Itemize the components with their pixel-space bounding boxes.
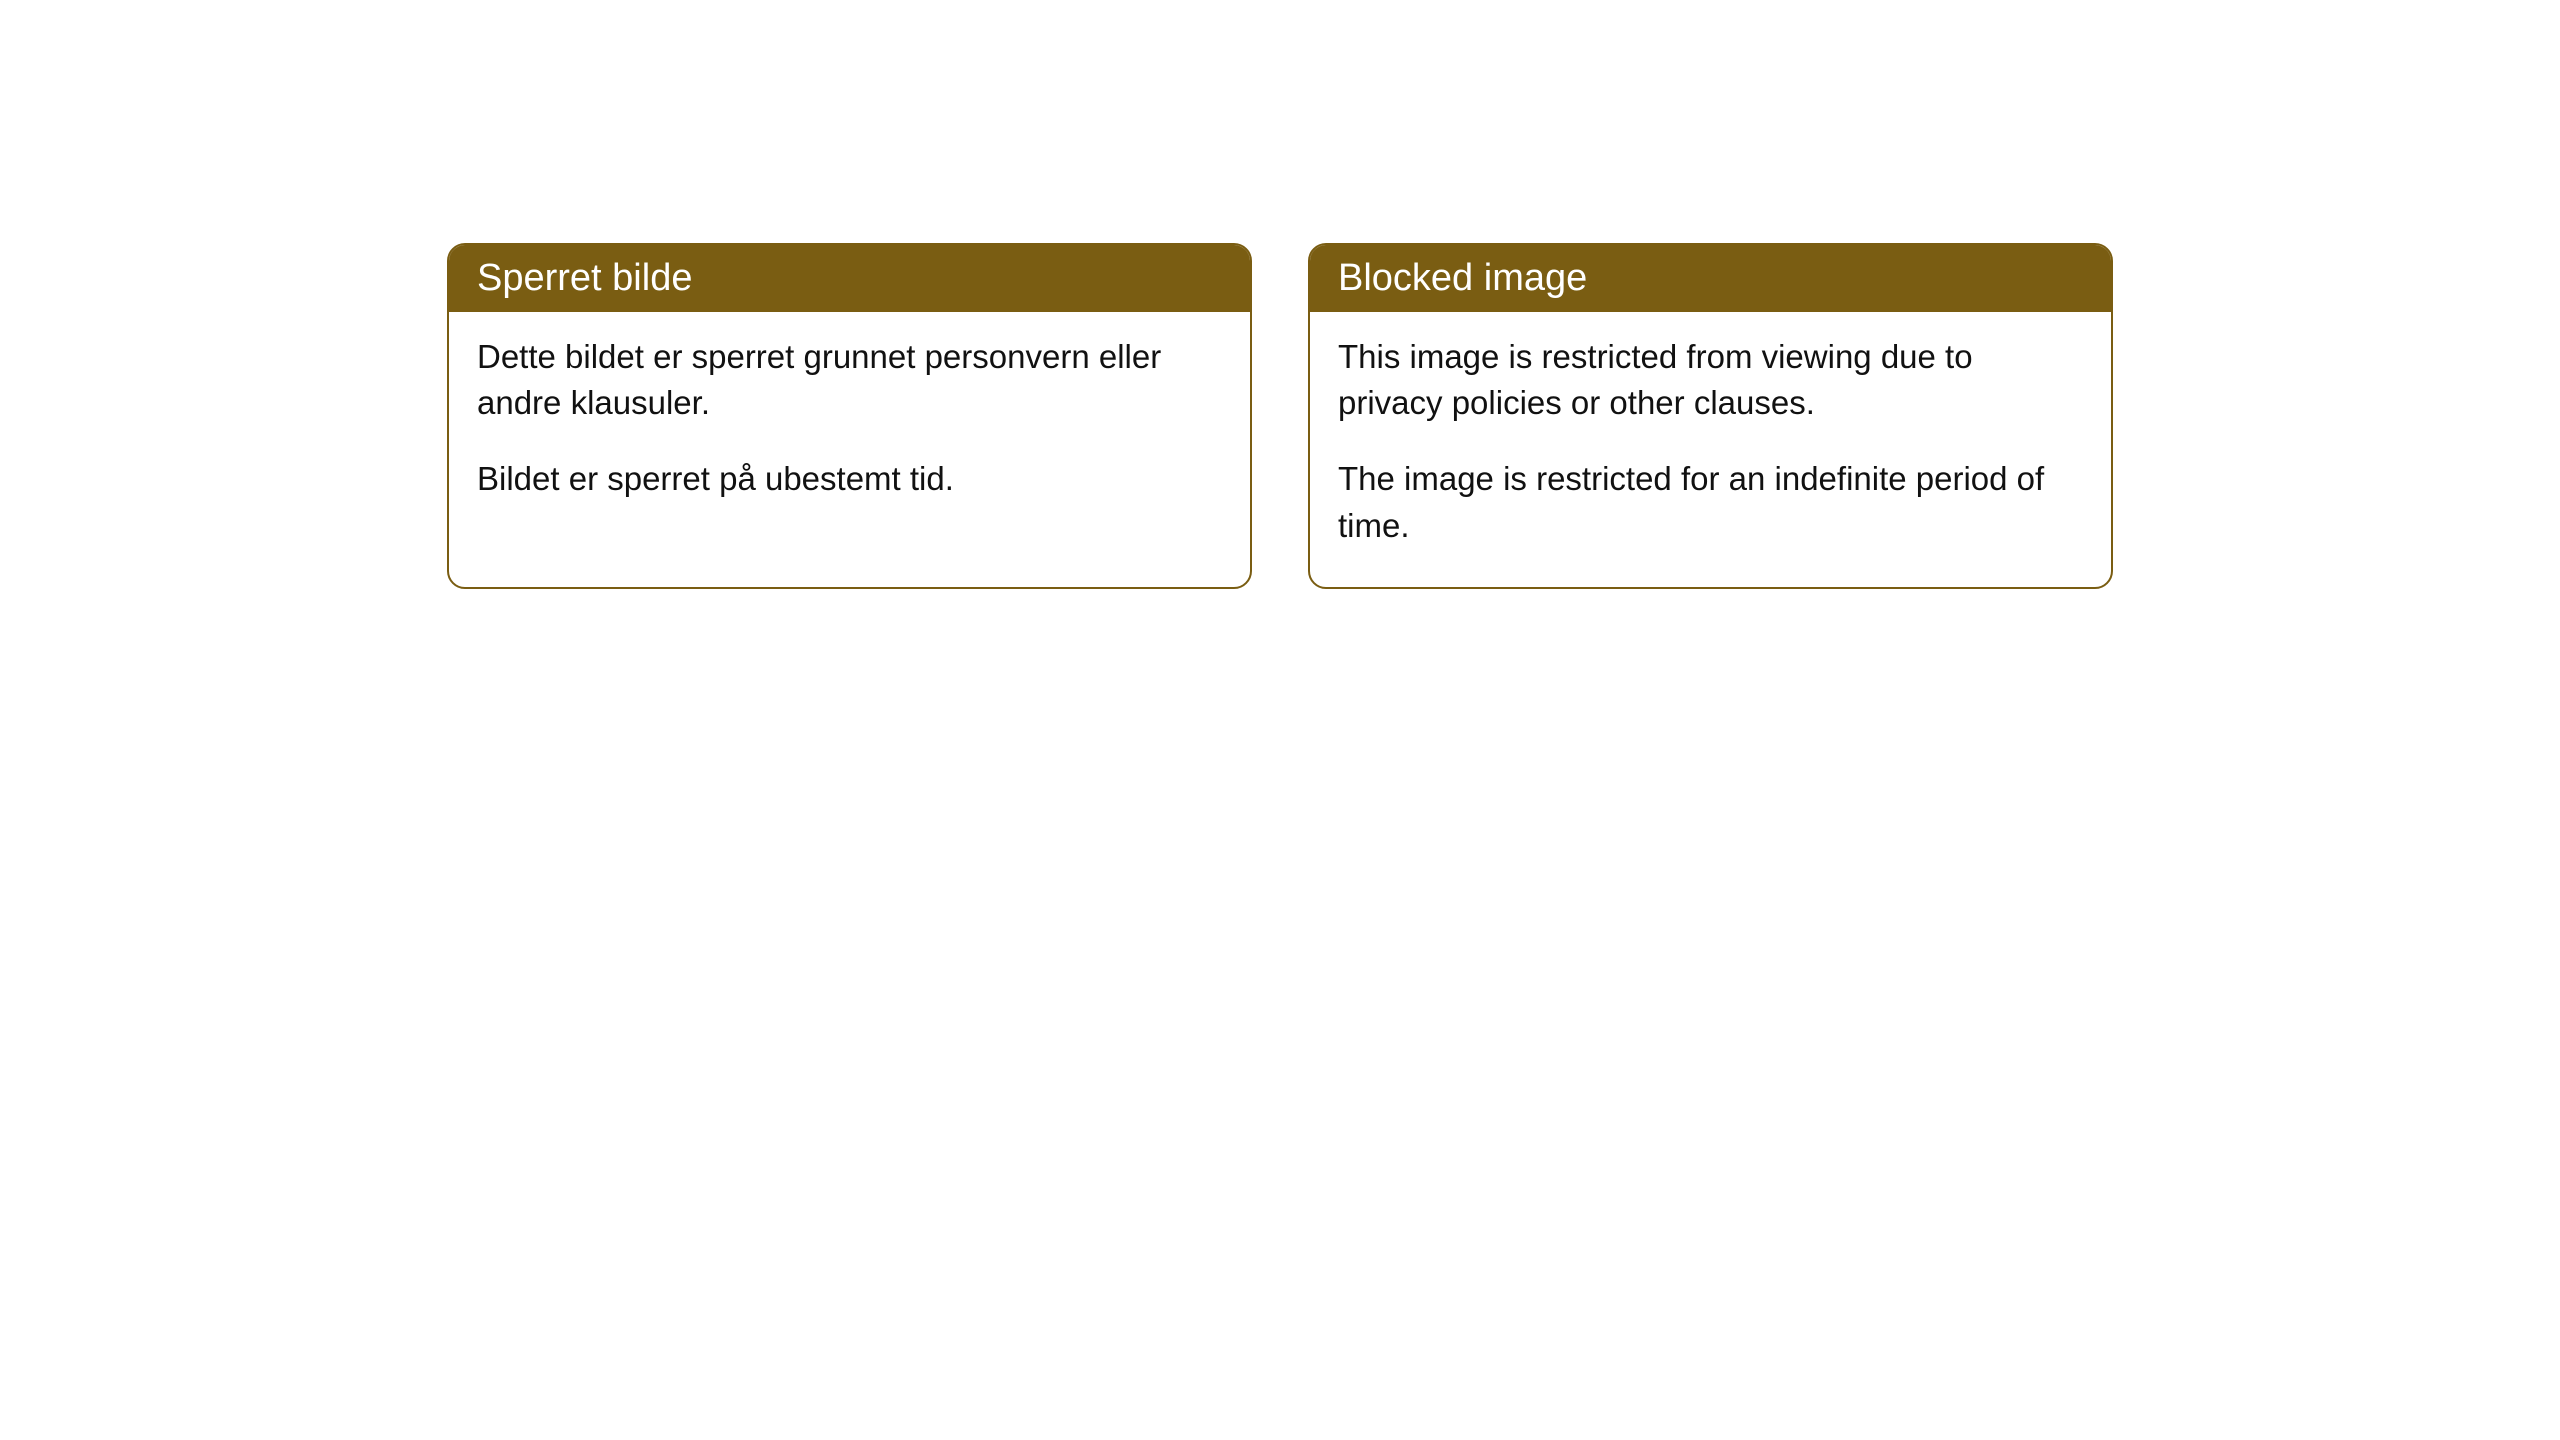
card-paragraph: Dette bildet er sperret grunnet personve… — [477, 334, 1222, 426]
card-title: Sperret bilde — [477, 257, 692, 299]
card-body-english: This image is restricted from viewing du… — [1310, 312, 2111, 587]
card-paragraph: Bildet er sperret på ubestemt tid. — [477, 456, 1222, 502]
card-title: Blocked image — [1338, 257, 1587, 299]
card-paragraph: This image is restricted from viewing du… — [1338, 334, 2083, 426]
card-header-norwegian: Sperret bilde — [449, 245, 1250, 312]
card-paragraph: The image is restricted for an indefinit… — [1338, 456, 2083, 548]
notice-cards-container: Sperret bilde Dette bildet er sperret gr… — [447, 243, 2113, 589]
notice-card-english: Blocked image This image is restricted f… — [1308, 243, 2113, 589]
card-body-norwegian: Dette bildet er sperret grunnet personve… — [449, 312, 1250, 541]
notice-card-norwegian: Sperret bilde Dette bildet er sperret gr… — [447, 243, 1252, 589]
card-header-english: Blocked image — [1310, 245, 2111, 312]
